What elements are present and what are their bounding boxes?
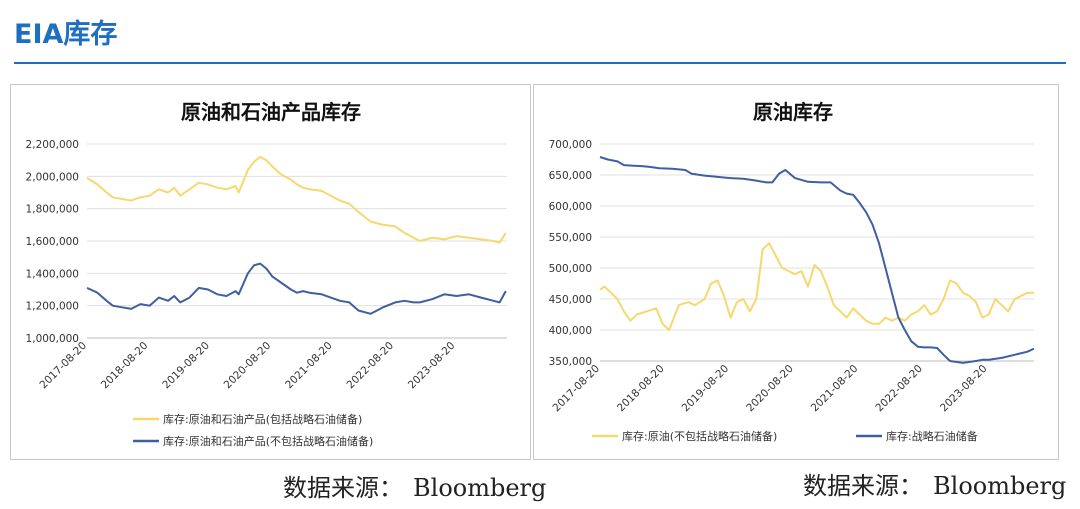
x-tick-label: 2018-08-20	[615, 363, 667, 415]
source-value: Bloomberg	[413, 474, 547, 502]
y-tick-label: 500,000	[549, 263, 592, 275]
x-tick-label: 2021-08-20	[283, 340, 335, 392]
legend-label: 库存:原油(不包括战略石油储备)	[622, 429, 777, 443]
y-tick-label: 350,000	[549, 356, 592, 368]
x-tick-label: 2020-08-20	[222, 340, 274, 392]
x-tick-label: 2022-08-20	[344, 340, 396, 392]
x-tick-label: 2017-08-20	[37, 340, 89, 392]
series-line-2	[86, 262, 507, 315]
x-tick-label: 2019-08-20	[680, 363, 732, 415]
x-tick-label: 2023-08-20	[406, 340, 458, 392]
y-tick-label: 1,400,000	[26, 268, 79, 280]
source-label: 数据来源：	[803, 472, 923, 500]
y-tick-label: 2,200,000	[26, 139, 79, 151]
y-tick-label: 450,000	[549, 294, 592, 306]
source-value: Bloomberg	[933, 472, 1067, 500]
source-note-right: 数据来源： Bloomberg	[803, 466, 1066, 501]
x-tick-label: 2020-08-20	[744, 363, 796, 415]
chart-total-inventory: 原油和石油产品库存 1,000,000 1,200,000 1,400,000 1,60…	[26, 100, 507, 448]
x-tick-label: 2017-08-20	[550, 363, 602, 415]
y-tick-label: 400,000	[549, 325, 592, 337]
title-divider	[14, 62, 1066, 64]
legend-label: 库存:原油和石油产品(包括战略石油储备)	[163, 412, 362, 426]
series-line-2	[599, 156, 1035, 364]
y-tick-label: 550,000	[549, 232, 592, 244]
x-tick-label: 2019-08-20	[160, 340, 212, 392]
source-label: 数据来源：	[283, 474, 403, 502]
y-tick-label: 2,000,000	[26, 171, 79, 183]
chart-title: 原油库存	[753, 100, 833, 124]
x-tick-label: 2023-08-20	[938, 363, 990, 415]
chart-panel-total-inventory: 原油和石油产品库存 1,000,000 1,200,000 1,400,000 1,60…	[10, 84, 531, 460]
legend-label: 库存:原油和石油产品(不包括战略石油储备)	[163, 434, 373, 448]
x-tick-label: 2021-08-20	[809, 363, 861, 415]
y-tick-label: 700,000	[549, 139, 592, 151]
chart-crude-inventory: 原油库存 350,000 400,000 450,000 500,000 550,000 6…	[549, 100, 1035, 443]
y-tick-label: 1,200,000	[26, 301, 79, 313]
legend-label: 库存:战略石油储备	[886, 429, 978, 443]
page-title: EIA库存	[14, 19, 118, 50]
source-note-left: 数据来源： Bloomberg	[283, 468, 546, 503]
y-tick-label: 600,000	[549, 201, 592, 213]
series-line-1	[599, 242, 1034, 331]
y-tick-label: 1,600,000	[26, 236, 79, 248]
chart-title: 原油和石油产品库存	[181, 100, 361, 124]
chart-panel-crude-inventory: 原油库存 350,000 400,000 450,000 500,000 550,000 6…	[533, 84, 1059, 460]
y-tick-label: 650,000	[549, 170, 592, 182]
y-tick-label: 1,000,000	[26, 333, 79, 345]
y-tick-label: 1,800,000	[26, 204, 79, 216]
x-tick-label: 2022-08-20	[873, 363, 925, 415]
series-line-1	[86, 155, 507, 244]
x-tick-label: 2018-08-20	[99, 340, 151, 392]
